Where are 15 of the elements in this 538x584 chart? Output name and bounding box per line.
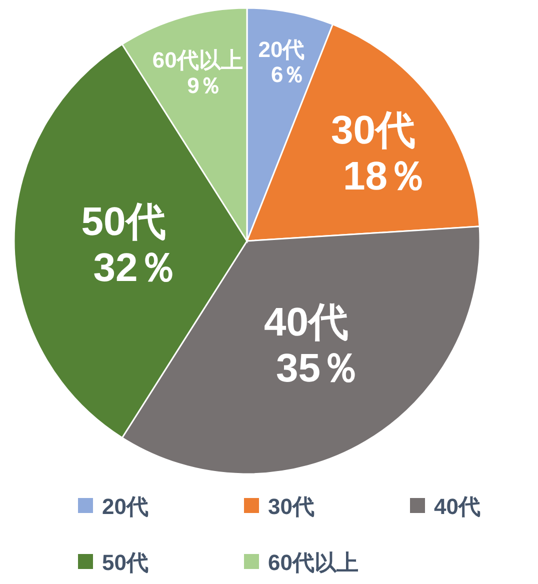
legend-label: 50代 [102, 550, 148, 575]
data-label: 18％ [343, 154, 428, 198]
slice-label: 30代 [331, 108, 416, 152]
slice-label: 40代 [264, 300, 349, 344]
data-label: 35％ [276, 346, 361, 390]
slice-label: 60代以上 [152, 48, 243, 73]
legend-label: 60代以上 [268, 550, 358, 575]
legend-label: 20代 [102, 494, 148, 519]
legend-label: 40代 [434, 494, 480, 519]
slice-label: 20代 [258, 36, 305, 62]
legend-label: 30代 [268, 494, 314, 519]
data-label: 6％ [270, 62, 306, 88]
slice-label: 50代 [81, 200, 166, 244]
data-label: 32％ [93, 246, 178, 290]
data-label: 9％ [187, 72, 222, 98]
